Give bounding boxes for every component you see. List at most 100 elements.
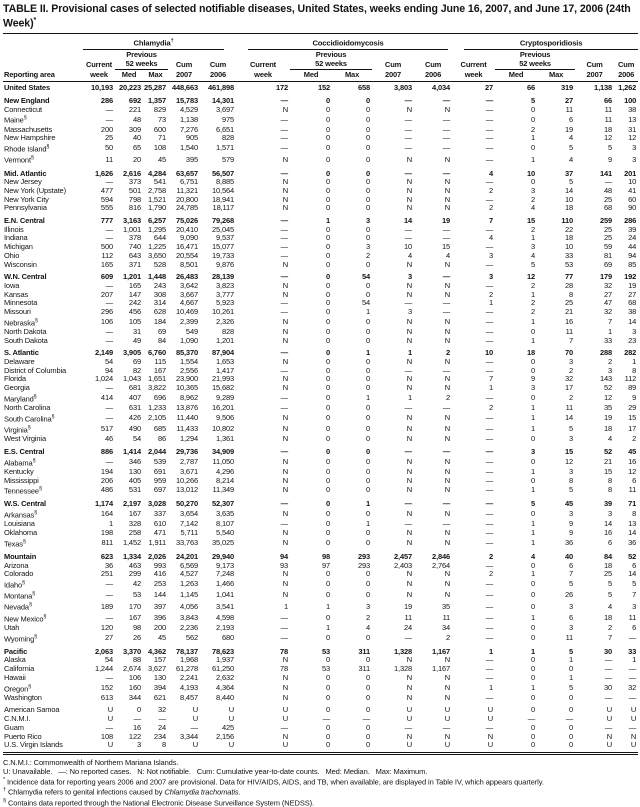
reporting-area-cell: Kentucky bbox=[4, 466, 34, 476]
value-cell: 32 bbox=[604, 280, 613, 290]
value-cell: N bbox=[282, 537, 289, 547]
reporting-area-cell: New York City bbox=[4, 194, 49, 204]
value-cell: 206 bbox=[100, 475, 113, 485]
year-2006-label: 2006 bbox=[614, 69, 639, 82]
value-cell: 777 bbox=[100, 216, 113, 226]
value-cell: 160 bbox=[128, 682, 141, 692]
table-row: Michigan 500 740 1,225 16,471 15,077 — 0 3 10 15 — 3… bbox=[3, 242, 638, 252]
value-cell: 0 bbox=[366, 177, 371, 187]
value-cell: 0 bbox=[531, 579, 536, 589]
footnote-marker: † bbox=[3, 787, 6, 794]
value-cell: 94 bbox=[104, 365, 113, 375]
reporting-area-cell: Idaho§ bbox=[4, 580, 25, 590]
value-cell: — bbox=[442, 307, 451, 317]
value-cell: N bbox=[444, 317, 451, 326]
table-row: Guam — 16 24 — 425 — 0 0 — — — 0 0 — — bbox=[3, 722, 638, 733]
value-cell: — bbox=[158, 714, 167, 724]
value-cell: 11 bbox=[604, 104, 613, 114]
value-cell: 2,556 bbox=[179, 365, 198, 375]
footnote-marker: § bbox=[3, 797, 6, 804]
value-cell: 56,507 bbox=[211, 168, 235, 178]
value-cell: — bbox=[485, 224, 494, 234]
value-cell: 0 bbox=[366, 485, 371, 495]
value-cell: 0 bbox=[326, 393, 331, 403]
value-cell: U bbox=[444, 705, 451, 715]
value-cell: N bbox=[444, 289, 451, 299]
value-cell: — bbox=[280, 96, 289, 106]
reporting-area-cell: North Dakota bbox=[4, 326, 47, 336]
value-cell: — bbox=[280, 224, 289, 234]
value-cell: 25,287 bbox=[143, 83, 166, 93]
value-cell: 0 bbox=[326, 104, 331, 114]
table-row: W.S. Central 1,174 2,197 3,028 50,270 52,307 —… bbox=[3, 496, 638, 509]
value-cell: U bbox=[606, 714, 613, 724]
value-cell: — bbox=[280, 143, 289, 153]
reporting-area-cell: South Carolina§ bbox=[4, 413, 55, 424]
value-cell: 18 bbox=[565, 203, 574, 213]
value-cell: 1 bbox=[531, 413, 536, 423]
value-cell: — bbox=[485, 114, 494, 124]
value-cell: 8 bbox=[161, 740, 166, 750]
value-cell: 12 bbox=[527, 272, 536, 282]
value-cell: 0 bbox=[366, 317, 371, 326]
value-cell: 0 bbox=[531, 722, 536, 732]
table-row: Mid. Atlantic 1,626 2,616 4,284 63,657 56,507… bbox=[3, 166, 638, 179]
value-cell: 3 bbox=[366, 216, 371, 226]
value-cell: N bbox=[406, 537, 413, 547]
value-cell: 0 bbox=[531, 705, 536, 715]
value-cell: 680 bbox=[221, 632, 235, 642]
value-cell: 1,651 bbox=[147, 374, 166, 384]
max-label: Max bbox=[537, 69, 576, 82]
value-cell: 11,050 bbox=[212, 456, 235, 466]
value-cell: 19 bbox=[565, 124, 574, 134]
reporting-area-cell: Massachusetts bbox=[4, 124, 53, 134]
value-cell: 4,296 bbox=[216, 466, 235, 476]
value-cell: 54 bbox=[104, 655, 113, 665]
value-cell: N bbox=[406, 434, 413, 444]
value-cell: U bbox=[444, 740, 451, 750]
empty-header-cell bbox=[372, 50, 414, 60]
value-cell: N bbox=[444, 537, 451, 547]
value-cell: N bbox=[406, 509, 413, 519]
value-cell: 35 bbox=[604, 403, 613, 413]
value-cell: 1,090 bbox=[179, 335, 198, 345]
value-cell: — bbox=[105, 456, 114, 466]
value-cell: 10 bbox=[485, 348, 494, 358]
value-cell: — bbox=[105, 612, 114, 622]
value-cell: 0 bbox=[326, 335, 331, 345]
value-cell: 0 bbox=[531, 365, 536, 375]
value-cell: N bbox=[282, 579, 289, 589]
value-cell: — bbox=[485, 393, 494, 403]
value-cell: 30 bbox=[604, 646, 613, 656]
value-cell: 27 bbox=[604, 289, 613, 299]
value-cell: — bbox=[485, 692, 494, 702]
value-cell: 7 bbox=[489, 216, 494, 226]
value-cell: — bbox=[404, 365, 413, 375]
value-cell: 1,653 bbox=[216, 357, 235, 367]
value-cell: — bbox=[280, 403, 289, 413]
value-cell: 15,682 bbox=[211, 383, 235, 393]
value-cell: 0 bbox=[366, 133, 371, 143]
value-cell: 19 bbox=[403, 601, 413, 611]
value-cell: 1 bbox=[569, 655, 574, 665]
value-cell: 4 bbox=[608, 601, 613, 611]
value-cell: 500 bbox=[100, 242, 113, 252]
value-cell: 2 bbox=[608, 622, 613, 632]
value-cell: 286 bbox=[624, 216, 637, 226]
value-cell: 2,399 bbox=[179, 317, 198, 326]
value-cell: 0 bbox=[366, 446, 371, 456]
footnote-marker: § bbox=[32, 457, 36, 464]
value-cell: 1 bbox=[531, 335, 536, 345]
value-cell: 2,149 bbox=[94, 348, 113, 358]
value-cell: 2,026 bbox=[147, 551, 166, 561]
value-cell: 5 bbox=[608, 579, 613, 589]
table-row: Utah 120 98 200 2,236 2,193—1 4 24 34—0 3 2 6 bbox=[3, 622, 638, 633]
value-cell: 11 bbox=[565, 104, 574, 114]
value-cell: — bbox=[485, 722, 494, 732]
value-cell: 165 bbox=[128, 280, 141, 290]
value-cell: N bbox=[282, 590, 289, 600]
value-cell: 0 bbox=[366, 114, 371, 124]
value-cell: 0 bbox=[326, 499, 331, 509]
value-cell: — bbox=[404, 298, 413, 308]
table-row: Wyoming§ 27 26 45 562 680 — 0 0 — 2 — 0 11 7 — bbox=[3, 633, 638, 644]
